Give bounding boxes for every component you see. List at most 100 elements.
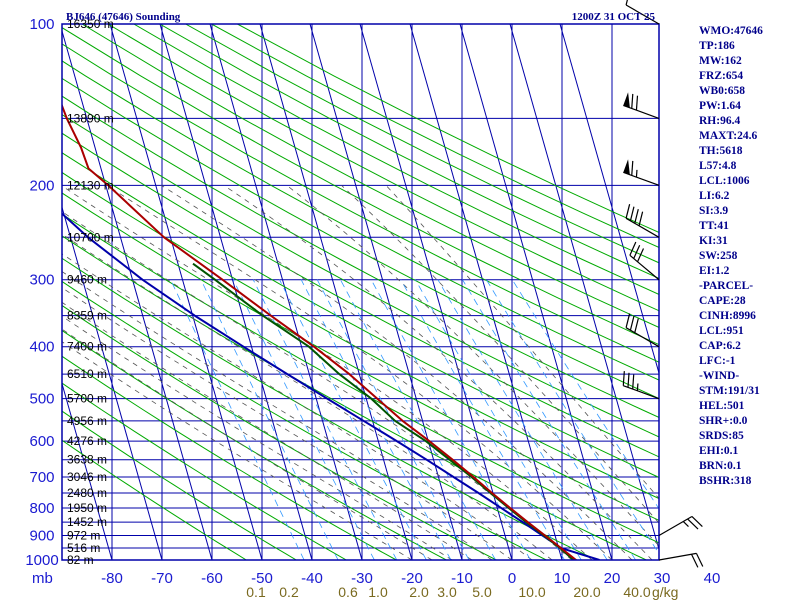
index-item: WB0:658 [699, 85, 745, 97]
mixing-ratio-line [400, 279, 565, 560]
index-item: PW:1.64 [699, 100, 741, 112]
temperature-tick-label: -30 [351, 570, 373, 587]
wind-barb [658, 552, 704, 568]
dry-adiabat-line [81, 24, 659, 329]
isotherm-line [62, 29, 213, 560]
plot-frame [61, 23, 660, 561]
pressure-tick-label: 900 [29, 527, 54, 544]
index-item: TH:5618 [699, 145, 743, 157]
index-item: MAXT:24.6 [699, 130, 758, 142]
index-item: CAPE:28 [699, 295, 746, 307]
wind-barb [625, 204, 660, 238]
dry-adiabat-line [133, 24, 659, 295]
index-item: -WIND- [699, 370, 740, 382]
pressure-tick-label: 600 [29, 433, 54, 450]
index-item: EHI:0.1 [699, 445, 739, 457]
dry-adiabat-line [62, 152, 659, 479]
mixing-ratio-line [170, 279, 305, 560]
pressure-tick-label: 300 [29, 272, 54, 289]
mixing-ratio-line [370, 279, 531, 560]
moist-adiabat-line [62, 287, 493, 560]
moist-adiabat-line [286, 185, 659, 547]
moist-adiabat-line [62, 328, 433, 560]
mixing-ratio-label: 0.2 [279, 584, 299, 600]
isotherm-line [259, 24, 413, 560]
index-item: -PARCEL- [699, 280, 754, 292]
stability-indices-list: WMO:47646 TP:186 MW:162 FRZ:654 WB0:658 PW:1.… [699, 24, 763, 489]
temperature-tick-label: -80 [101, 570, 123, 587]
isotherm-line [459, 24, 613, 560]
height-label: 9460 m [67, 273, 107, 287]
mixing-ratio-line [462, 279, 636, 560]
mixing-ratio-unit-label: g/kg [652, 584, 678, 600]
wind-barb [622, 371, 660, 400]
wind-barb [625, 0, 660, 25]
moist-adiabat-line [62, 301, 473, 560]
dry-adiabat-line [159, 24, 659, 279]
mixing-ratio-line [252, 279, 398, 560]
mixing-ratio-label: 10.0 [518, 584, 545, 600]
pressure-tick-label: 400 [29, 339, 54, 356]
dry-adiabat-line [62, 95, 659, 419]
moist-adiabat-line [161, 185, 633, 560]
parcel-trace-line [62, 212, 600, 560]
isotherm-line [409, 24, 563, 560]
temperature-tick-label: -20 [401, 570, 423, 587]
index-item: LFC:-1 [699, 355, 736, 367]
temperature-tick-label: -40 [301, 570, 323, 587]
mixing-ratio-line [486, 279, 659, 555]
dry-adiabat-line [62, 235, 647, 560]
mixing-ratio-line [316, 279, 470, 560]
height-label: 1950 m [67, 501, 107, 515]
moist-adiabat-line [106, 185, 613, 560]
height-label: 3046 m [67, 470, 107, 484]
dry-adiabat-line [62, 280, 547, 560]
height-label: 972 m [67, 528, 100, 542]
height-label: 16350 m [67, 17, 114, 31]
height-label: 3638 m [67, 453, 107, 467]
wind-barb [658, 515, 703, 536]
index-item: KI:31 [699, 235, 728, 247]
height-label: 8359 m [67, 309, 107, 323]
isotherm-line [62, 205, 163, 560]
isotherm-line [309, 24, 463, 560]
wind-barb [625, 313, 660, 348]
pressure-tick-label: 1000 [25, 552, 58, 569]
dry-adiabat-line [62, 439, 247, 560]
height-label: 7400 m [67, 340, 107, 354]
mixing-ratio-line [232, 279, 375, 560]
pressure-tick-label: 700 [29, 469, 54, 486]
height-label: 13890 m [67, 111, 114, 125]
mixing-ratio-label: 40.0 [623, 584, 650, 600]
index-item: CAP:6.2 [699, 340, 741, 352]
temperature-tick-label: 30 [654, 570, 671, 587]
dry-adiabat-line [62, 132, 659, 458]
mixing-ratio-line [200, 279, 339, 560]
sounding-time: 1200Z 31 OCT 25 [572, 11, 656, 23]
pressure-tick-label: 100 [29, 16, 54, 33]
mixing-ratio-label: 0.6 [338, 584, 358, 600]
dry-adiabat-line [62, 410, 297, 560]
moist-adiabat-line [62, 185, 593, 560]
mixing-ratio-label: 0.1 [246, 584, 266, 600]
mixing-ratio-line [511, 279, 659, 510]
temperature-tick-label: 20 [604, 570, 621, 587]
temperature-tick-label: -70 [151, 570, 173, 587]
index-item: FRZ:654 [699, 70, 744, 82]
dry-adiabat-line [62, 60, 659, 381]
height-label: 2480 m [67, 486, 107, 500]
isotherm-line [509, 24, 659, 552]
index-item: LCL:1006 [699, 175, 750, 187]
index-item: LCL:951 [699, 325, 744, 337]
index-item: SHR+:0.0 [699, 415, 748, 427]
mixing-ratio-label: 3.0 [437, 584, 457, 600]
isotherm-line [159, 24, 313, 560]
pressure-tick-label: 200 [29, 177, 54, 194]
index-item: TP:186 [699, 40, 735, 52]
temperature-tick-label: 0 [508, 570, 516, 587]
dry-adiabat-line [62, 77, 659, 400]
temperature-tick-label: -60 [201, 570, 223, 587]
height-label: 5700 m [67, 392, 107, 406]
height-label: 4956 m [67, 414, 107, 428]
